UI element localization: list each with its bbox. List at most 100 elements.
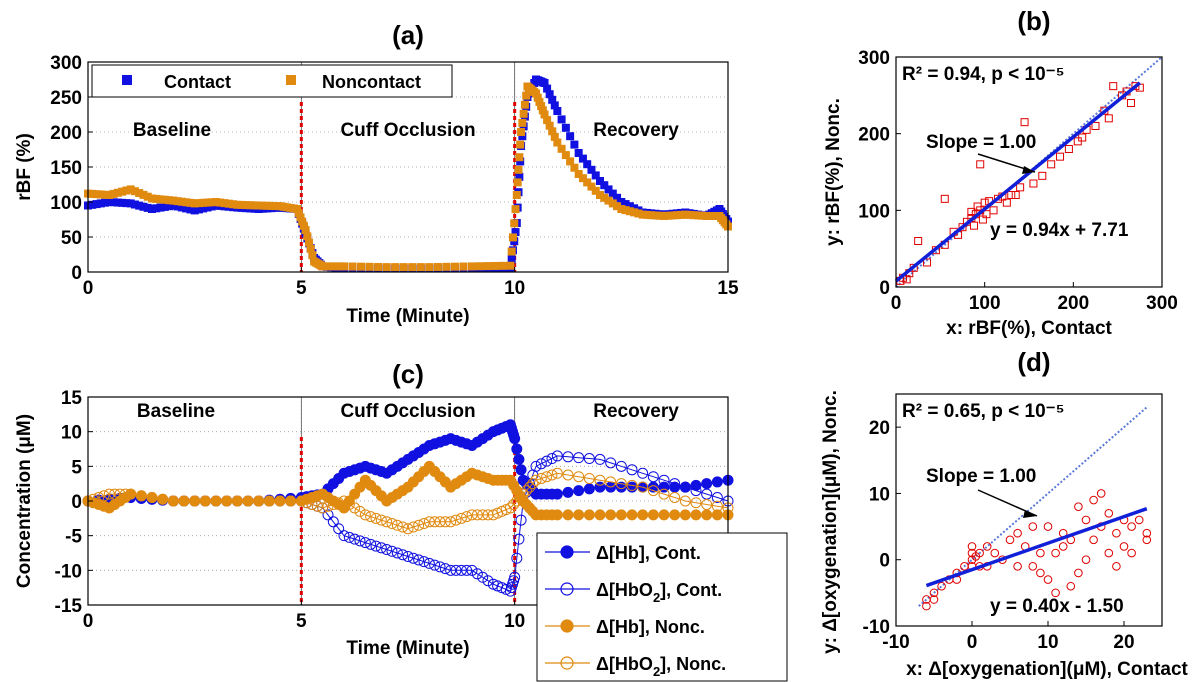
- panel-a-point-noncontact: [299, 221, 308, 230]
- panel-a-point-noncontact: [540, 110, 549, 119]
- panel-b-fit-line: [894, 81, 1141, 283]
- panel-c-legend: Δ[Hb], Cont.Δ[HbO2], Cont.Δ[Hb], Nonc.Δ[…: [536, 532, 788, 682]
- panel-a-point-contact: [96, 199, 105, 208]
- panel-a-point-contact: [135, 201, 144, 210]
- panel-c-point-hbo2-cont: [647, 471, 659, 483]
- panel-c-point-hbo2-nonc: [535, 472, 547, 484]
- panel-c-point-hbo2-nonc: [178, 495, 190, 507]
- panel-d-point: [1081, 555, 1091, 565]
- panel-a-point-contact: [199, 204, 208, 213]
- panel-c-point-hb-cont: [711, 476, 723, 488]
- panel-c-point-hbo2-nonc: [146, 492, 158, 504]
- panel-c-point-hb-nonc: [594, 509, 606, 521]
- panel-d-title: (d): [1017, 347, 1050, 377]
- panel-b-point: [970, 221, 979, 230]
- panel-b-point: [980, 198, 989, 207]
- panel-a-point-noncontact: [391, 263, 400, 272]
- panel-a-point-contact: [118, 198, 127, 207]
- panel-d-point: [982, 542, 992, 551]
- panel-c-region-recovery: Recovery: [593, 401, 679, 422]
- panel-d-fit-eq: y = 0.40x - 1.50: [990, 596, 1124, 617]
- panel-a-point-noncontact: [88, 189, 97, 198]
- panel-b-ytick-label: 100: [858, 201, 890, 222]
- panel-a-point-noncontact: [135, 189, 144, 198]
- panel-b-point: [1016, 183, 1025, 192]
- panel-d-point: [1127, 548, 1136, 558]
- panel-c-point-hbo2-nonc: [311, 500, 323, 512]
- panel-a-title: (a): [392, 20, 424, 50]
- panel-c-point-hbo2-cont: [407, 552, 419, 564]
- panel-c-point-hbo2-cont: [583, 453, 595, 465]
- panel-c-point-hbo2-cont: [562, 451, 574, 463]
- panel-a-ytick-label: 150: [50, 158, 82, 179]
- panel-a-point-contact: [165, 202, 174, 211]
- panel-a-point-noncontact: [306, 244, 315, 253]
- panel-c-point-hbo2-cont: [594, 453, 606, 465]
- panel-c-point-hbo2-cont: [418, 556, 430, 568]
- panel-c-point-hb-nonc: [626, 509, 638, 521]
- panel-a-point-noncontact: [263, 201, 272, 210]
- panel-c-point-hbo2-cont: [637, 467, 649, 479]
- panel-d-point: [1104, 548, 1114, 558]
- legend-label-hbo2-nonc-tail: ], Nonc.: [660, 654, 726, 674]
- panel-c-point-hbo2-nonc: [434, 516, 446, 528]
- panel-d-point: [1119, 542, 1129, 551]
- panel-a-point-noncontact: [510, 219, 519, 228]
- panel-a-point-noncontact: [583, 178, 592, 187]
- panel-c-point-hbo2-nonc: [504, 502, 516, 514]
- panel-c-point-hbo2-nonc: [520, 485, 532, 497]
- panel-c-point-hbo2-nonc: [511, 495, 523, 507]
- panel-b-point: [1011, 191, 1020, 199]
- panel-a-point-noncontact: [246, 201, 255, 210]
- legend-marker-hbo2-nonc: [560, 656, 574, 670]
- panel-a-point-contact: [169, 201, 178, 210]
- panel-a-point-noncontact: [365, 262, 374, 271]
- panel-d-point: [937, 581, 946, 591]
- panel-d-point: [990, 548, 1000, 558]
- legend-label-hbo2-cont-tail: ], Cont.: [660, 580, 722, 600]
- panel-c-point-hbo2-nonc: [407, 521, 419, 533]
- panel-a-point-noncontact: [587, 182, 596, 191]
- panel-c-point-hbo2-cont: [541, 455, 553, 467]
- legend-marker-hb-cont: [560, 545, 574, 559]
- panel-c-point-hbo2-cont: [343, 531, 355, 543]
- panel-b-point: [1078, 133, 1087, 142]
- panel-a-point-noncontact: [177, 197, 186, 206]
- panel-a-xticks: 0 5 10 15: [83, 267, 739, 299]
- panel-a-point-noncontact: [651, 211, 660, 220]
- panel-a-region-recovery: Recovery: [593, 120, 679, 141]
- panel-b-point: [940, 194, 949, 203]
- panel-c-point-hbo2-nonc: [253, 495, 265, 507]
- panel-c-point-hbo2-nonc: [210, 495, 222, 507]
- panel-a-point-noncontact: [672, 211, 681, 220]
- panel-d-point: [967, 542, 977, 551]
- panel-b-point: [1029, 179, 1038, 188]
- panel-c-xtick-label: 5: [296, 611, 307, 632]
- panel-d-identity-line: [918, 406, 1148, 607]
- panel-c-point-hbo2-nonc: [119, 488, 131, 500]
- panel-c-point-hbo2-cont: [333, 523, 345, 535]
- panel-a-point-noncontact: [520, 100, 529, 109]
- panel-c-point-hbo2-nonc: [263, 495, 275, 507]
- panel-c-point-hbo2-nonc: [274, 495, 286, 507]
- panel-c-xticks: 0 5 10: [83, 600, 525, 632]
- panel-c-point-hbo2-cont: [679, 481, 691, 493]
- panel-a-point-noncontact: [498, 261, 507, 270]
- panel-a-point-contact: [600, 181, 609, 190]
- panel-a-point-contact: [152, 204, 161, 213]
- panel-c-point-hbo2-nonc: [647, 485, 659, 497]
- panel-d-point: [1005, 535, 1015, 545]
- panel-c-point-hbo2-cont: [482, 575, 494, 587]
- panel-c-point-hbo2-nonc: [397, 521, 409, 533]
- panel-a-point-contact: [550, 101, 559, 110]
- panel-a-point-noncontact: [156, 195, 165, 204]
- panel-a-point-noncontact: [126, 185, 135, 194]
- panel-c-point-hb-nonc: [679, 509, 691, 521]
- panel-b-point: [958, 223, 967, 232]
- panel-a-point-noncontact: [468, 262, 476, 271]
- legend-label-noncontact: Noncontact: [322, 72, 421, 92]
- panel-c-point-hbo2-nonc: [301, 497, 313, 509]
- panel-a-point-contact: [105, 198, 114, 206]
- panel-c-point-hbo2-nonc: [370, 512, 382, 524]
- panel-b-point: [1091, 122, 1100, 130]
